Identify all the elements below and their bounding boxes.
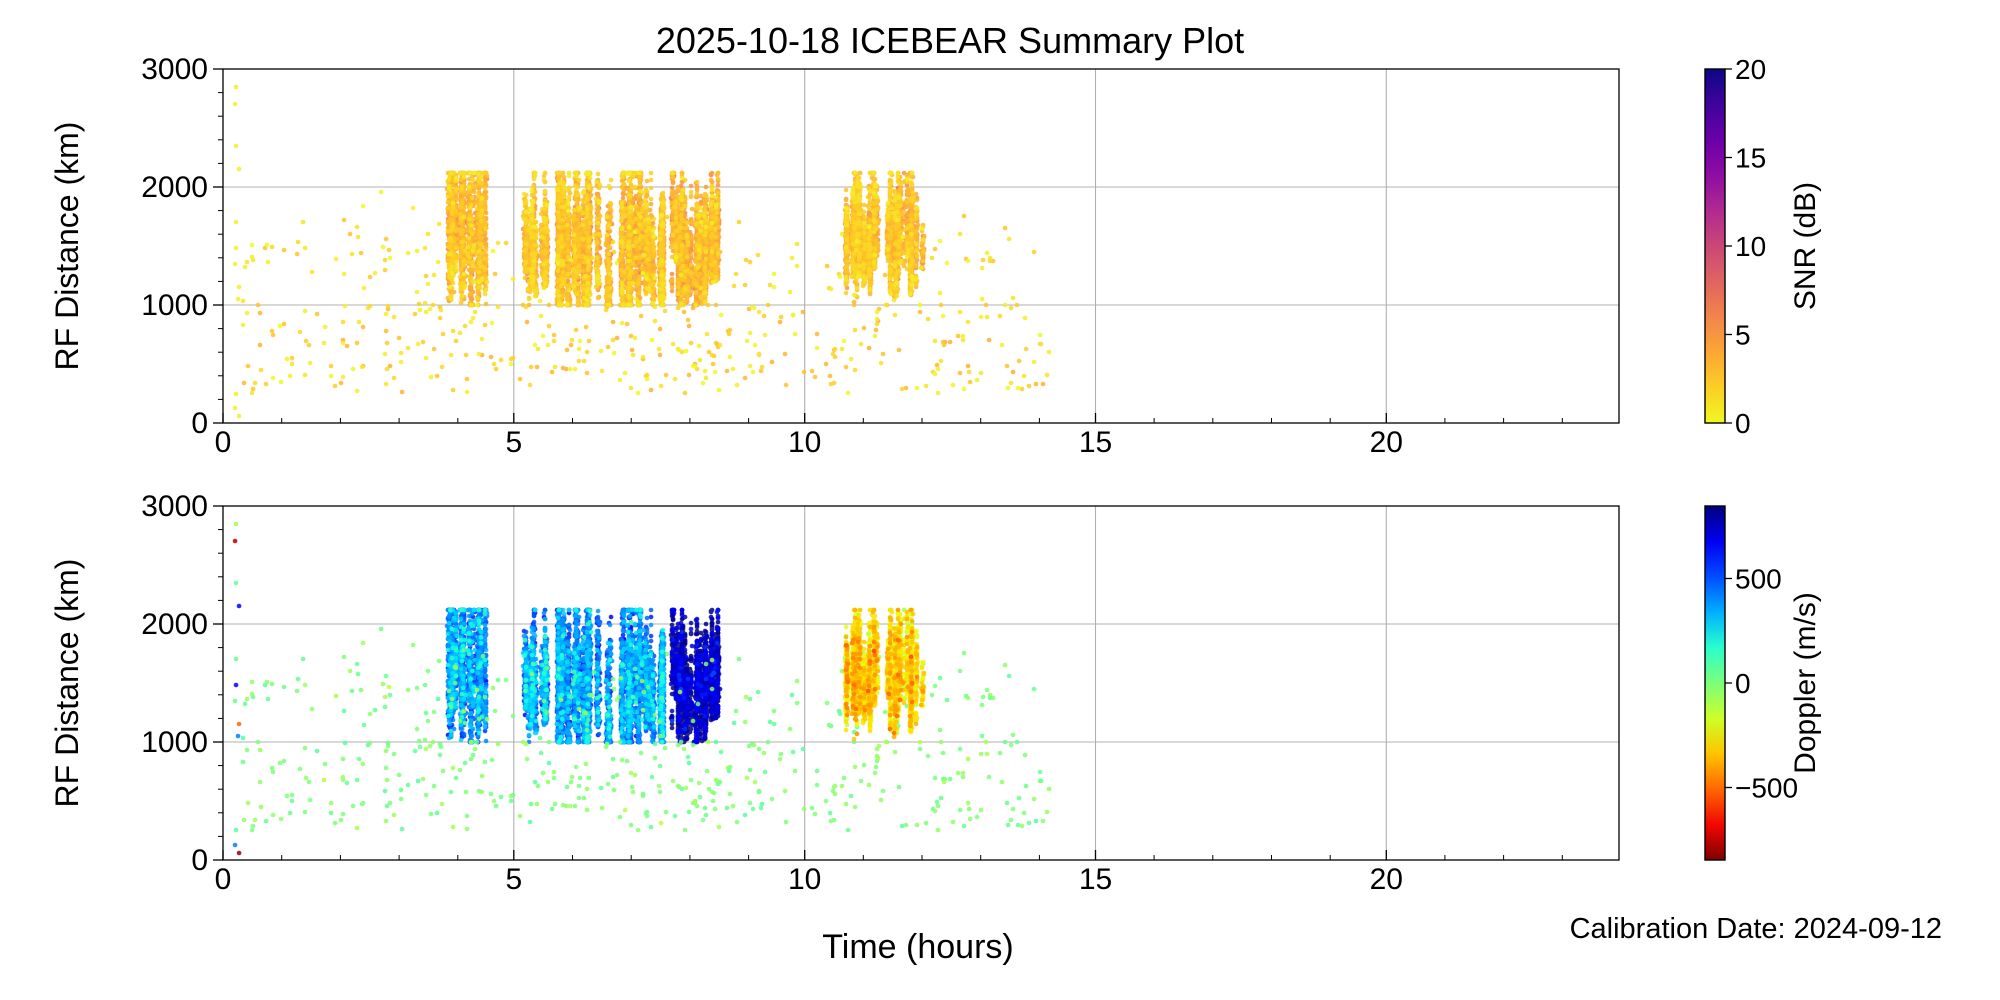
svg-text:3000: 3000 [141, 490, 208, 523]
svg-text:RF Distance (km): RF Distance (km) [49, 559, 85, 808]
svg-text:500: 500 [1735, 564, 1782, 595]
svg-text:20: 20 [1370, 863, 1403, 896]
svg-text:20: 20 [1370, 426, 1403, 459]
svg-text:0: 0 [191, 844, 208, 877]
svg-text:15: 15 [1079, 863, 1112, 896]
svg-text:Time (hours): Time (hours) [822, 928, 1013, 966]
svg-text:1000: 1000 [141, 726, 208, 759]
svg-text:20: 20 [1735, 54, 1766, 85]
svg-text:0: 0 [1735, 408, 1751, 439]
svg-text:Calibration Date: 2024-09-12: Calibration Date: 2024-09-12 [1570, 913, 1942, 945]
svg-text:SNR (dB): SNR (dB) [1789, 182, 1822, 310]
svg-text:−500: −500 [1735, 773, 1798, 804]
svg-text:5: 5 [505, 863, 522, 896]
svg-text:2025-10-18 ICEBEAR Summary Plo: 2025-10-18 ICEBEAR Summary Plot [656, 20, 1244, 61]
svg-text:2000: 2000 [141, 171, 208, 204]
svg-text:0: 0 [215, 863, 232, 896]
svg-text:15: 15 [1079, 426, 1112, 459]
svg-text:0: 0 [1735, 668, 1751, 699]
svg-text:10: 10 [788, 426, 821, 459]
svg-text:RF Distance (km): RF Distance (km) [49, 122, 85, 371]
svg-text:1000: 1000 [141, 289, 208, 322]
svg-text:10: 10 [1735, 231, 1766, 262]
svg-text:Doppler (m/s): Doppler (m/s) [1789, 592, 1822, 774]
svg-text:15: 15 [1735, 143, 1766, 174]
svg-text:2000: 2000 [141, 608, 208, 641]
svg-text:3000: 3000 [141, 53, 208, 86]
svg-text:0: 0 [191, 407, 208, 440]
svg-text:0: 0 [215, 426, 232, 459]
svg-text:5: 5 [1735, 320, 1751, 351]
svg-text:5: 5 [505, 426, 522, 459]
svg-text:10: 10 [788, 863, 821, 896]
